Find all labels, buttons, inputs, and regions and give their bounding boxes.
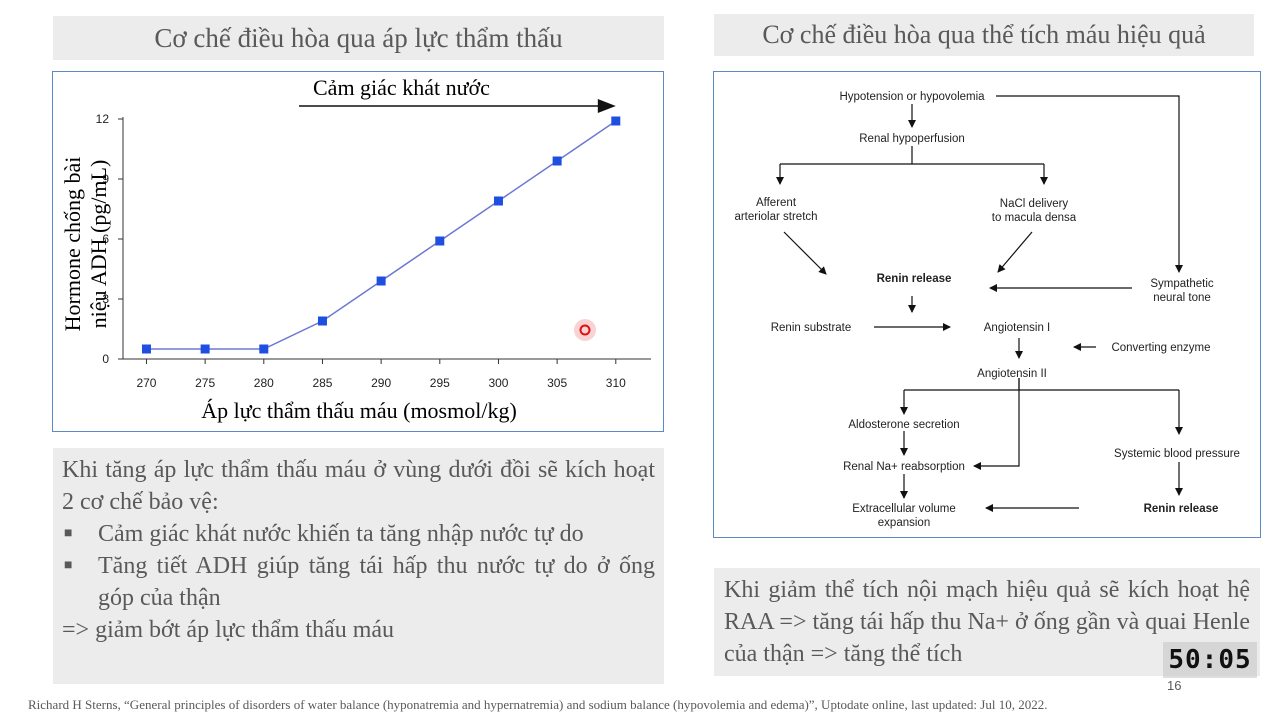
y-tick-label: 3 <box>102 292 109 306</box>
bullet-item: ■ Tăng tiết ADH giúp tăng tái hấp thu nư… <box>62 550 655 614</box>
data-point <box>611 116 621 126</box>
node-afferent-line1: Afferent <box>756 197 797 209</box>
node-ecv-line1: Extracellular volume <box>852 503 956 515</box>
page-number: 16 <box>1167 678 1182 693</box>
node-sympathetic-line1: Sympathetic <box>1150 278 1214 290</box>
node-renin-release-2: Renin release <box>1144 503 1219 515</box>
x-tick-label: 270 <box>136 376 156 390</box>
node-renin-release: Renin release <box>877 273 952 285</box>
x-tick-label: 300 <box>488 376 508 390</box>
x-tick-label: 310 <box>606 376 626 390</box>
node-systemic-bp: Systemic blood pressure <box>1114 448 1240 460</box>
chart-ylabel-line2: niệu ADH (pg/mL) <box>86 159 111 329</box>
volume-mechanism-paragraph: Khi giảm thể tích nội mạch hiệu quả sẽ k… <box>724 577 1250 667</box>
intro-text: Khi tăng áp lực thẩm thấu máu ở vùng dướ… <box>62 457 655 515</box>
x-tick-label: 275 <box>195 376 215 390</box>
data-point <box>317 316 327 326</box>
node-hypotension: Hypotension or hypovolemia <box>839 91 985 103</box>
timer-display: 50:05 <box>1163 642 1257 678</box>
data-point <box>435 236 445 246</box>
x-tick-label: 290 <box>371 376 391 390</box>
node-renal-na: Renal Na+ reabsorption <box>843 461 965 473</box>
bullet-text: Tăng tiết ADH giúp tăng tái hấp thu nước… <box>98 553 655 611</box>
raa-flow-diagram: Hypotension or hypovolemia Renal hypoper… <box>713 71 1261 538</box>
node-sympathetic-line2: neural tone <box>1153 292 1211 304</box>
x-tick-label: 305 <box>547 376 567 390</box>
data-point <box>552 156 562 166</box>
chart-ylabel-line1: Hormone chống bài <box>60 156 85 332</box>
y-tick-label: 9 <box>102 172 109 186</box>
citation: Richard H Sterns, “General principles of… <box>28 697 1048 712</box>
y-tick-label: 12 <box>96 112 110 126</box>
cursor-dot <box>579 324 591 336</box>
node-converting-enzyme: Converting enzyme <box>1111 342 1210 354</box>
chart-xlabel: Áp lực thẩm thấu máu (mosmol/kg) <box>201 398 517 423</box>
y-tick-label: 0 <box>102 352 109 366</box>
bullet-item: ■ Cảm giác khát nước khiến ta tăng nhập … <box>62 518 655 550</box>
node-nacl-line1: NaCl delivery <box>1000 198 1069 210</box>
node-angiotensin-2: Angiotensin II <box>977 368 1047 380</box>
data-point <box>493 196 503 206</box>
thirst-annotation: Cảm giác khát nước <box>313 75 490 100</box>
x-tick-label: 285 <box>312 376 332 390</box>
thirst-arrow-head <box>597 99 616 113</box>
node-afferent-line2: arteriolar stretch <box>734 211 817 223</box>
node-aldosterone: Aldosterone secretion <box>848 419 959 431</box>
bullet-square-icon: ■ <box>64 558 73 573</box>
osmotic-mechanism-text: Khi tăng áp lực thẩm thấu máu ở vùng dướ… <box>53 448 664 684</box>
cursor-halo <box>574 319 596 341</box>
right-section-title: Cơ chế điều hòa qua thể tích máu hiệu qu… <box>714 14 1254 56</box>
conclusion-text: => giảm bớt áp lực thẩm thấu máu <box>62 617 395 643</box>
node-angiotensin-1: Angiotensin I <box>984 322 1051 334</box>
left-section-title: Cơ chế điều hòa qua áp lực thẩm thấu <box>53 16 664 60</box>
node-ecv-line2: expansion <box>878 517 930 529</box>
data-point <box>376 276 386 286</box>
data-point <box>259 344 269 354</box>
adh-osmolality-chart: 0 3 6 9 12 270 275 280 285 290 295 300 305 310 Cảm gi… <box>52 71 664 432</box>
data-point <box>200 344 210 354</box>
data-point <box>141 344 151 354</box>
x-tick-label: 280 <box>254 376 274 390</box>
chart-canvas: 0 3 6 9 12 270 275 280 285 290 295 300 305 310 <box>96 99 651 390</box>
series-line <box>146 120 617 350</box>
x-tick-label: 295 <box>430 376 450 390</box>
node-renin-substrate: Renin substrate <box>771 322 852 334</box>
bullet-square-icon: ■ <box>64 526 73 541</box>
node-renal-hypoperfusion: Renal hypoperfusion <box>859 133 965 145</box>
y-tick-label: 6 <box>102 232 109 246</box>
node-nacl-line2: to macula densa <box>992 212 1077 224</box>
bullet-text: Cảm giác khát nước khiến ta tăng nhập nư… <box>98 521 584 547</box>
